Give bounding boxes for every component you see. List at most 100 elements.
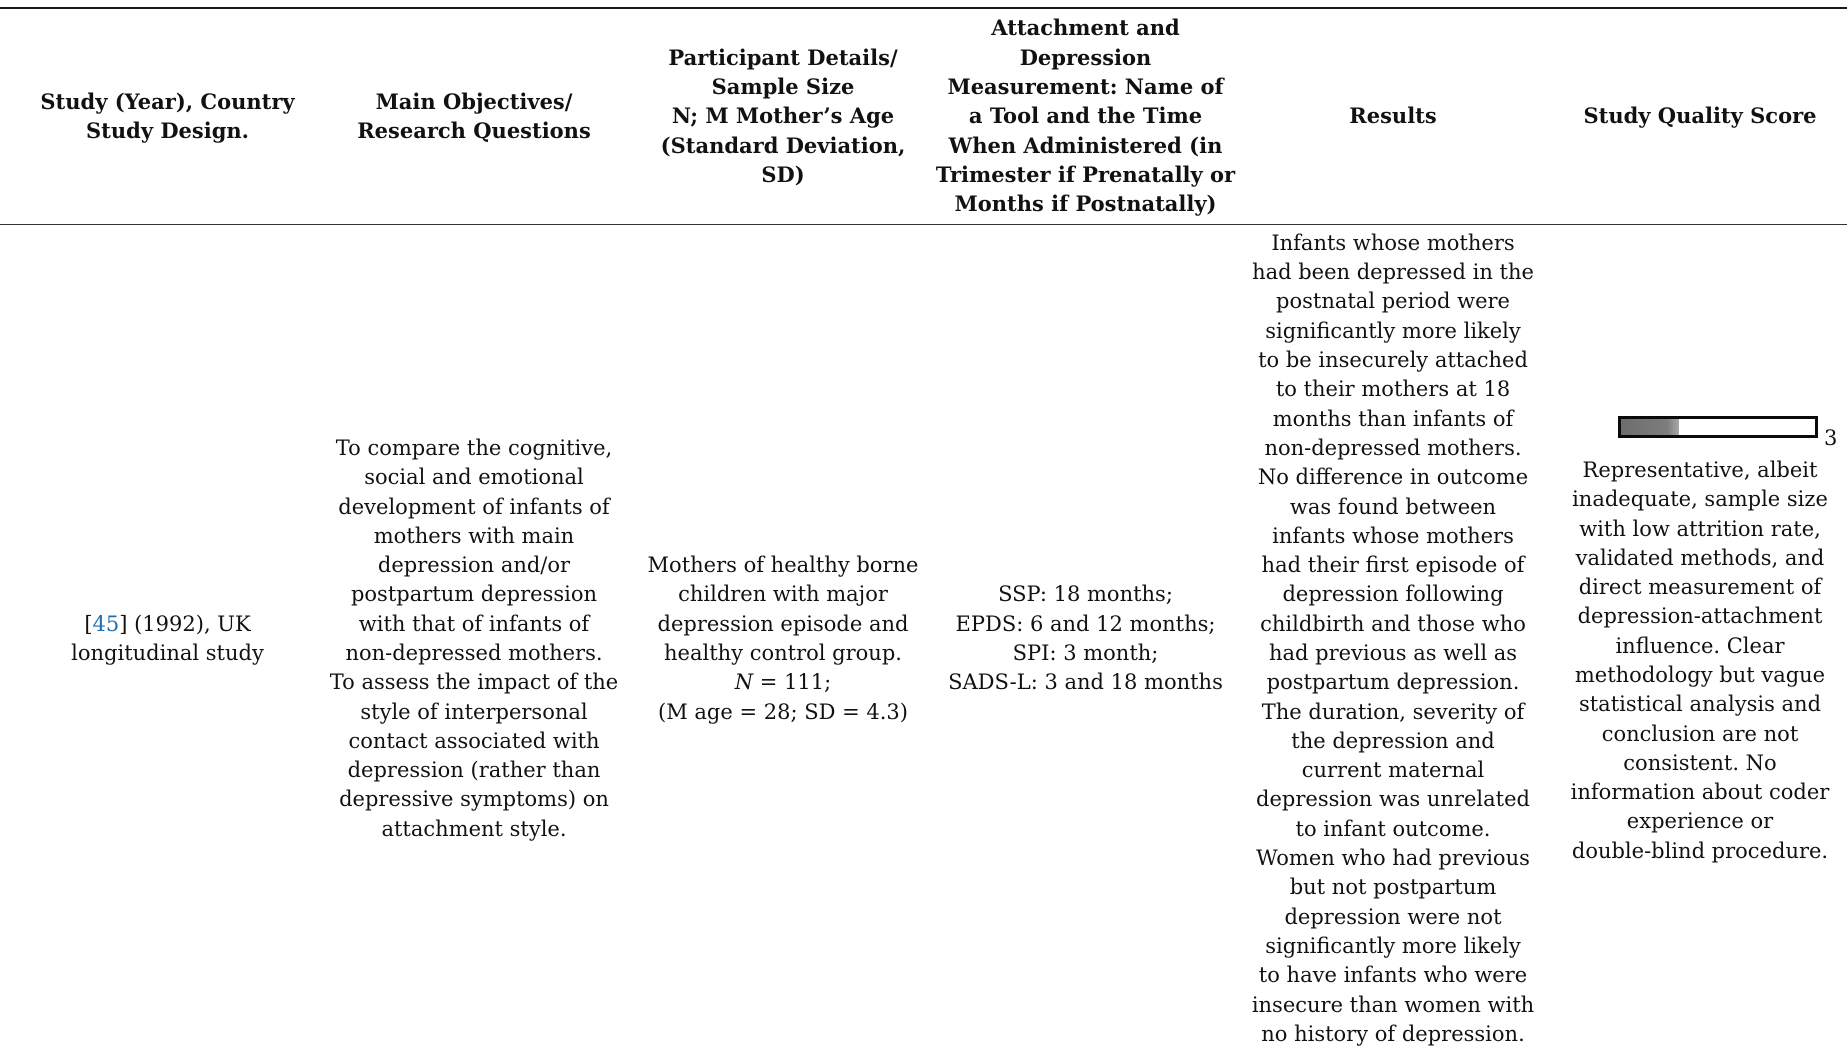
- result-line: Women who had previous: [1256, 846, 1530, 871]
- result-line: the depression and: [1291, 728, 1495, 753]
- study-design: longitudinal study: [71, 641, 264, 665]
- measurement-line: SPI: 3 month;: [1012, 641, 1159, 665]
- header-line: Study (Year), Country: [40, 88, 295, 114]
- result-line: to be insecurely attached: [1258, 348, 1528, 373]
- quality-comment-line: methodology but vague: [1574, 663, 1826, 687]
- header-line: Attachment and: [991, 15, 1180, 41]
- measurement-line: SSP: 18 months;: [998, 582, 1173, 607]
- result-line: The duration, severity of: [1261, 699, 1525, 724]
- cell-objectives: To compare the cognitive, social and emot…: [320, 225, 628, 1053]
- header-line: a Tool and the Time: [968, 103, 1203, 129]
- cell-participants: Mothers of healthy borne children with ma…: [633, 225, 933, 1053]
- quality-comment-line: information about coder: [1570, 780, 1830, 805]
- quality-comment-line: influence. Clear: [1615, 633, 1785, 658]
- participant-line: Mothers of healthy borne: [647, 553, 919, 578]
- header-line: (Standard Deviation,: [660, 132, 906, 158]
- measurement-line: SADS-L: 3 and 18 months: [948, 670, 1223, 695]
- header-line: Study Quality Score: [1583, 103, 1817, 129]
- quality-comment-line: direct measurement of: [1578, 575, 1822, 600]
- header-bottom-rule: [0, 224, 1847, 225]
- quality-score-value: 3: [1824, 425, 1838, 450]
- header-line: Sample Size: [711, 74, 855, 100]
- result-line: Infants whose mothers: [1271, 230, 1515, 255]
- objective-line: depression and/or: [377, 553, 571, 578]
- result-line: infants whose mothers: [1272, 523, 1514, 548]
- result-line: depression was unrelated: [1256, 787, 1530, 812]
- result-line: depression following: [1282, 582, 1504, 607]
- participants-description: Mothers of healthy borne children with ma…: [648, 551, 919, 668]
- cell-measurement: SSP: 18 months; EPDS: 6 and 12 months; SPI…: [938, 225, 1233, 1053]
- participant-line: depression episode and: [657, 611, 909, 636]
- objective-line: development of infants of: [338, 494, 610, 519]
- quality-comment-line: conclusion are not: [1601, 721, 1799, 746]
- header-line: Results: [1349, 103, 1437, 129]
- quality-score-bar: [1618, 415, 1818, 438]
- sample-size-label: N: [734, 670, 754, 695]
- header-line: Participant Details/: [668, 44, 898, 70]
- quality-comment-line: Representative, albeit: [1582, 457, 1818, 482]
- result-line: no history of depression.: [1261, 1021, 1525, 1046]
- objective-line: style of interpersonal: [360, 699, 588, 724]
- quality-comment-line: statistical analysis and: [1578, 692, 1822, 717]
- header-line: SD): [761, 161, 805, 187]
- result-line: to their mothers at 18: [1275, 377, 1511, 402]
- header-study: Study (Year), Country Study Design.: [20, 8, 315, 224]
- measurement-line: EPDS: 6 and 12 months;: [955, 611, 1216, 636]
- cell-study: [45] (1992), UK longitudinal study: [20, 225, 315, 1053]
- header-participants: Participant Details/ Sample Size N; M Mo…: [633, 8, 933, 224]
- result-line: current maternal: [1301, 758, 1485, 783]
- quality-comment-line: double-blind procedure.: [1571, 838, 1829, 863]
- result-line: had previous as well as: [1268, 641, 1518, 665]
- quality-comment-line: with low attrition rate,: [1579, 516, 1821, 541]
- result-line: insecure than women with: [1251, 992, 1535, 1017]
- reference-link[interactable]: 45: [92, 611, 120, 636]
- result-line: had their first episode of: [1261, 553, 1525, 578]
- quality-comment-line: consistent. No: [1623, 750, 1777, 775]
- quality-comment-line: experience or: [1626, 809, 1774, 834]
- objective-line: attachment style.: [381, 816, 567, 841]
- quality-comment-line: inadequate, sample size: [1572, 487, 1828, 512]
- header-line: Measurement: Name of: [947, 74, 1224, 100]
- objective-line: mothers with main: [373, 523, 575, 548]
- header-line: Trimester if Prenatally or: [935, 161, 1236, 187]
- objective-line: depression (rather than: [347, 758, 601, 783]
- sample-size: N = 111;: [735, 668, 831, 697]
- result-line: significantly more likely: [1265, 933, 1521, 958]
- objective-line: postpartum depression: [350, 582, 598, 607]
- header-line: Research Questions: [357, 118, 591, 143]
- quality-comment: Representative, albeit inadequate, sample…: [1571, 456, 1830, 866]
- citation-bracket-open: [: [84, 611, 93, 636]
- header-results: Results: [1238, 8, 1548, 224]
- objective-line: non-depressed mothers.: [345, 641, 603, 665]
- study-citation: [45] (1992), UK: [84, 610, 250, 639]
- quality-score-bar-fill: [1621, 418, 1680, 435]
- header-line: Main Objectives/: [375, 88, 573, 114]
- result-line: depression were not: [1284, 904, 1502, 929]
- participant-line: healthy control group.: [664, 641, 902, 665]
- result-line: significantly more likely: [1265, 318, 1521, 343]
- table-top-rule: [0, 7, 1847, 9]
- quality-comment-line: depression-attachment: [1577, 604, 1823, 629]
- cell-quality: 3 Representative, albeit inadequate, samp…: [1553, 225, 1847, 1053]
- mother-age: (M age = 28; SD = 4.3): [658, 699, 908, 724]
- quality-score-indicator: 3: [1580, 412, 1837, 452]
- objective-line: To assess the impact of the: [329, 670, 619, 695]
- header-line: N; M Mother’s Age: [671, 103, 895, 129]
- header-objectives: Main Objectives/ Research Questions: [320, 8, 628, 224]
- quality-comment-line: validated methods, and: [1575, 545, 1825, 570]
- objective-line: depressive symptoms) on: [339, 787, 609, 812]
- objective-line: social and emotional: [364, 465, 584, 490]
- result-line: No difference in outcome: [1257, 465, 1529, 490]
- header-line: When Administered (in: [948, 132, 1223, 158]
- objective-line: To compare the cognitive,: [335, 435, 613, 460]
- header-line: Months if Postnatally): [954, 191, 1217, 217]
- result-line: postnatal period were: [1276, 289, 1510, 314]
- header-measurement: Attachment and Depression Measurement: N…: [935, 8, 1236, 224]
- result-line: to infant outcome.: [1295, 816, 1491, 841]
- result-line: was found between: [1289, 494, 1497, 519]
- sample-size-value: = 111;: [753, 670, 832, 695]
- result-line: had been depressed in the: [1252, 260, 1534, 285]
- header-quality-score: Study Quality Score: [1553, 8, 1847, 224]
- cell-results: Infants whose mothers had been depressed …: [1238, 225, 1548, 1053]
- result-line: childbirth and those who: [1260, 611, 1526, 636]
